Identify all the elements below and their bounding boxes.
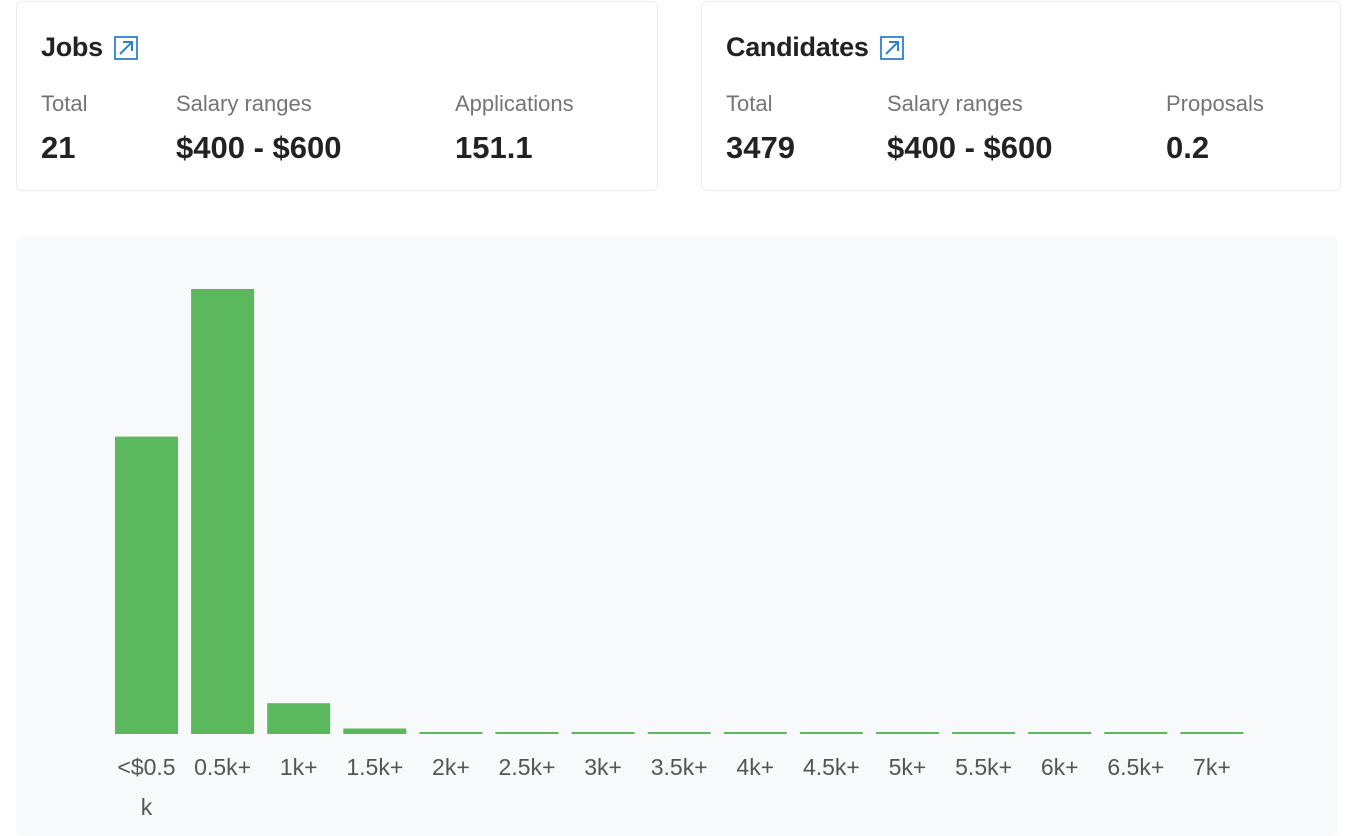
x-tick-label: 4.5k+ bbox=[803, 754, 860, 780]
salary-distribution-chart: <$0.5 k 0.5k+ 1k+ 1.5k+ 2k+ 2.5k+ 3k+ 3.5k+ 4k+ 4.… bbox=[16, 236, 1338, 836]
candidates-card: Candidates Total 3479 Salary ranges $400… bbox=[701, 1, 1341, 191]
bar-1[interactable] bbox=[191, 289, 255, 734]
jobs-stat-salary-ranges: Salary ranges $400 - $600 bbox=[176, 90, 341, 166]
bar-chart: <$0.5 k 0.5k+ 1k+ 1.5k+ 2k+ 2.5k+ 3k+ 3.5k+ 4k+ 4.… bbox=[115, 289, 1244, 820]
stat-label: Salary ranges bbox=[176, 91, 312, 116]
stat-label: Applications bbox=[455, 91, 574, 116]
jobs-title-row[interactable]: Jobs bbox=[41, 32, 139, 63]
stat-label: Total bbox=[41, 91, 88, 116]
x-tick-label: 1.5k+ bbox=[346, 754, 403, 780]
x-tick-label: 6k+ bbox=[1041, 754, 1079, 780]
x-tick-label: 3k+ bbox=[584, 754, 622, 780]
bar-9[interactable] bbox=[799, 732, 863, 734]
stat-value: $400 - $600 bbox=[887, 130, 1053, 165]
bar-8[interactable] bbox=[723, 732, 787, 734]
candidates-title[interactable]: Candidates bbox=[726, 32, 869, 62]
external-link-icon[interactable] bbox=[879, 35, 905, 61]
x-tick-label: <$0.5 k bbox=[117, 754, 175, 820]
stat-value: $400 - $600 bbox=[176, 130, 342, 165]
stat-label: Salary ranges bbox=[887, 91, 1023, 116]
bar-14[interactable] bbox=[1180, 732, 1244, 734]
stat-value: 0.2 bbox=[1166, 130, 1210, 165]
bar-11[interactable] bbox=[952, 732, 1016, 734]
x-tick-label: 7k+ bbox=[1193, 754, 1231, 780]
x-tick-label: 5k+ bbox=[889, 754, 927, 780]
jobs-card: Jobs Total 21 Salary ranges $400 - $600 … bbox=[16, 1, 658, 191]
candidates-stat-proposals: Proposals 0.2 bbox=[1166, 90, 1264, 166]
x-tick-label: 5.5k+ bbox=[955, 754, 1012, 780]
x-tick-label: 1k+ bbox=[280, 754, 318, 780]
stat-label: Total bbox=[726, 91, 773, 116]
external-link-icon[interactable] bbox=[113, 35, 139, 61]
bar-3[interactable] bbox=[343, 728, 407, 735]
bar-2[interactable] bbox=[267, 703, 331, 734]
x-tick-label: 2k+ bbox=[432, 754, 470, 780]
candidates-title-row[interactable]: Candidates bbox=[726, 32, 905, 63]
stat-value: 151.1 bbox=[455, 130, 533, 165]
bar-12[interactable] bbox=[1028, 732, 1092, 734]
x-tick-label: 6.5k+ bbox=[1107, 754, 1164, 780]
candidates-stat-total: Total 3479 bbox=[726, 90, 795, 166]
x-tick-label: 4k+ bbox=[736, 754, 774, 780]
bar-4[interactable] bbox=[419, 732, 483, 734]
candidates-stat-salary-ranges: Salary ranges $400 - $600 bbox=[887, 90, 1052, 166]
x-tick-label: 2.5k+ bbox=[499, 754, 556, 780]
jobs-stat-applications: Applications 151.1 bbox=[455, 90, 574, 166]
jobs-title[interactable]: Jobs bbox=[41, 32, 103, 62]
stat-value: 21 bbox=[41, 130, 76, 165]
jobs-stat-total: Total 21 bbox=[41, 90, 87, 166]
bar-13[interactable] bbox=[1104, 732, 1168, 734]
bar-0[interactable] bbox=[115, 436, 178, 734]
bar-7[interactable] bbox=[647, 732, 711, 734]
bar-10[interactable] bbox=[876, 732, 939, 734]
x-tick-label: 3.5k+ bbox=[651, 754, 708, 780]
stat-value: 3479 bbox=[726, 130, 795, 165]
stat-label: Proposals bbox=[1166, 91, 1264, 116]
bar-6[interactable] bbox=[571, 732, 635, 734]
x-tick-label: 0.5k+ bbox=[194, 754, 251, 780]
bar-5[interactable] bbox=[495, 732, 559, 734]
